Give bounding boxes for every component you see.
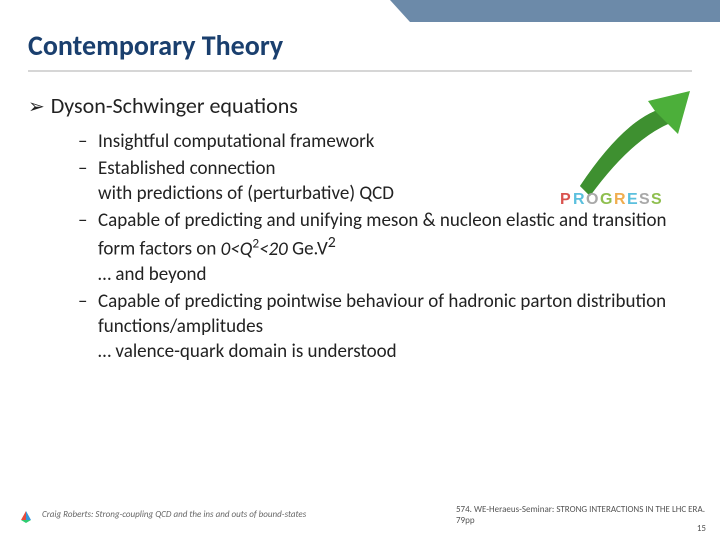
bullet-item: –Capable of predicting pointwise behavio… bbox=[78, 289, 692, 364]
bullet-text: Established connectionwith predictions o… bbox=[98, 156, 692, 206]
bullet-item: –Established connectionwith predictions … bbox=[78, 156, 692, 206]
page-number: 15 bbox=[697, 523, 706, 534]
bullet-marker: – bbox=[78, 289, 92, 314]
bullet-marker: – bbox=[78, 156, 92, 181]
content-body: ➢ Dyson-Schwinger equations –Insightful … bbox=[28, 92, 692, 366]
bullet-list: –Insightful computational framework–Esta… bbox=[78, 129, 692, 364]
footer-logo-icon bbox=[18, 508, 34, 524]
bullet-marker: – bbox=[78, 208, 92, 233]
slide: Contemporary Theory P R O G R E S S ➢ Dy… bbox=[0, 0, 720, 540]
heading-text: Dyson-Schwinger equations bbox=[51, 92, 298, 119]
bullet-text: Insightful computational framework bbox=[98, 129, 692, 154]
heading-marker: ➢ bbox=[28, 94, 45, 119]
bullet-text: Capable of predicting and unifying meson… bbox=[98, 208, 692, 287]
bullet-item: –Insightful computational framework bbox=[78, 129, 692, 154]
footer-left-text: Craig Roberts: Strong-coupling QCD and t… bbox=[42, 509, 306, 520]
heading-item: ➢ Dyson-Schwinger equations bbox=[28, 92, 692, 119]
top-accent-bar bbox=[410, 0, 720, 22]
footer-right-text: 574. WE-Heraeus-Seminar: STRONG INTERACT… bbox=[456, 504, 706, 527]
bullet-text: Capable of predicting pointwise behaviou… bbox=[98, 289, 692, 364]
bullet-marker: – bbox=[78, 129, 92, 154]
bullet-item: –Capable of predicting and unifying meso… bbox=[78, 208, 692, 287]
slide-title: Contemporary Theory bbox=[28, 28, 283, 63]
